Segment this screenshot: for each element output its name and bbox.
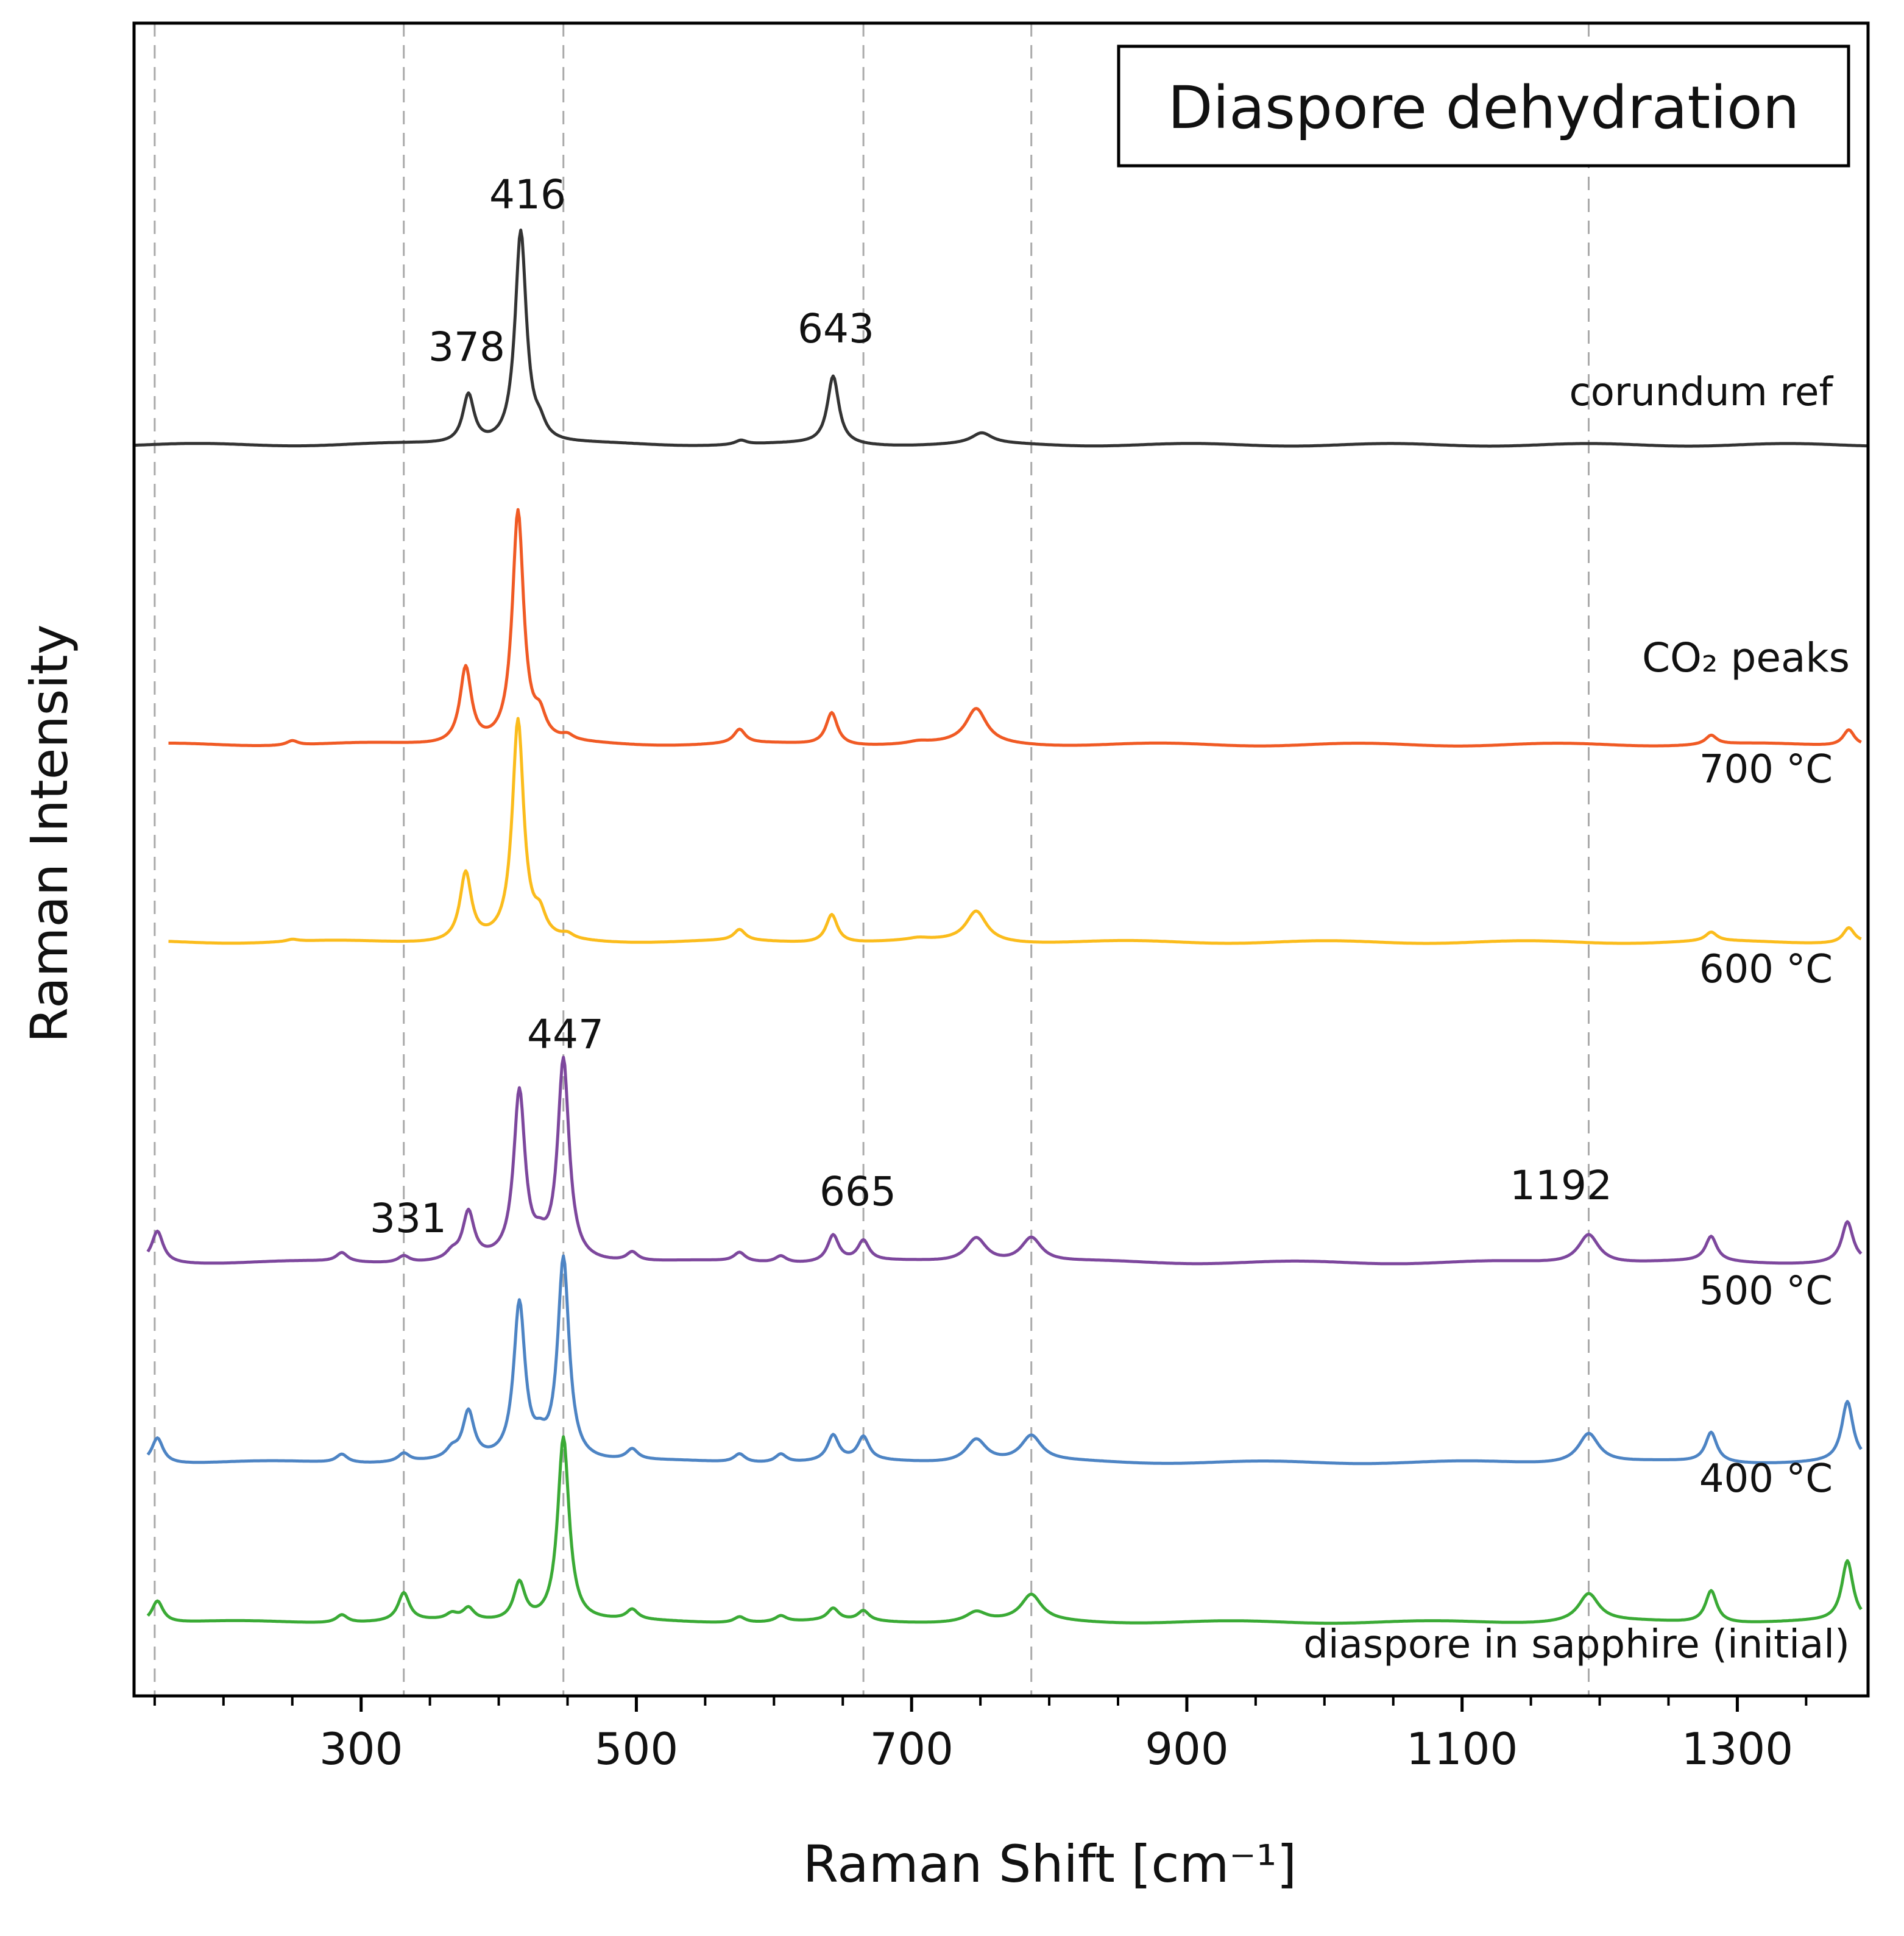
annotation-4: 331 xyxy=(370,1195,447,1242)
series-label-2: 600 °C xyxy=(1699,947,1833,992)
series-line-5 xyxy=(146,1435,1863,1625)
peak-annotations: 416 378 643 447 331 665 1192 CO₂ peaks xyxy=(370,171,1850,1242)
series-line-4 xyxy=(146,1254,1863,1466)
series-label-5: diaspore in sapphire (initial) xyxy=(1303,1622,1850,1667)
annotation-6: 1192 xyxy=(1510,1162,1612,1209)
annotation-7: CO₂ peaks xyxy=(1642,634,1850,681)
series-line-1 xyxy=(168,508,1862,748)
annotation-0: 416 xyxy=(489,171,566,218)
series-label-4: 400 °C xyxy=(1699,1456,1833,1502)
annotation-5: 665 xyxy=(819,1168,896,1215)
series-label-0: corundum ref xyxy=(1570,370,1834,415)
x-tick-label-500: 500 xyxy=(595,1723,678,1775)
series-curves xyxy=(133,229,1869,1625)
legend-box: Diaspore dehydration xyxy=(1117,44,1850,168)
annotation-1: 378 xyxy=(428,324,505,371)
annotation-2: 643 xyxy=(798,305,874,352)
x-tick-label-900: 900 xyxy=(1145,1723,1228,1775)
series-labels: corundum ref 700 °C 600 °C 500 °C 400 °C dias… xyxy=(1303,370,1850,1667)
x-axis-title: Raman Shift [cm⁻¹] xyxy=(803,1834,1297,1894)
x-tick-label-1300: 1300 xyxy=(1682,1723,1793,1775)
x-tick-label-700: 700 xyxy=(869,1723,953,1775)
annotation-3: 447 xyxy=(527,1011,604,1058)
x-tick-label-1100: 1100 xyxy=(1406,1723,1518,1775)
y-axis-title: Raman Intensity xyxy=(19,625,79,1043)
series-line-0 xyxy=(133,229,1869,448)
x-axis-ticks: 300 500 700 900 1100 1300 xyxy=(153,1696,1808,1775)
series-label-1: 700 °C xyxy=(1699,747,1833,792)
series-line-3 xyxy=(146,1055,1863,1266)
plot-frame xyxy=(132,21,1870,1698)
reference-lines xyxy=(154,23,1590,1696)
chart-title: Diaspore dehydration xyxy=(1168,74,1800,142)
x-tick-label-300: 300 xyxy=(319,1723,403,1775)
series-line-2 xyxy=(168,717,1862,945)
series-label-3: 500 °C xyxy=(1699,1269,1833,1314)
